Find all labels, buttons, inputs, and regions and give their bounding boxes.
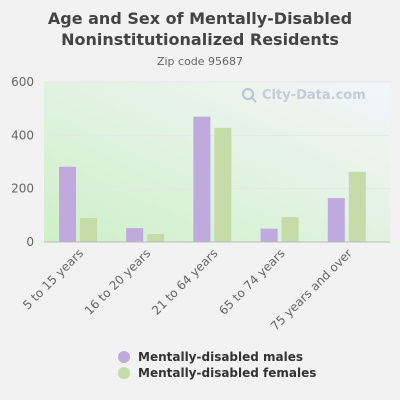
chart-title: Age and Sex of Mentally-Disabled Noninst…	[0, 8, 400, 50]
chart-subtitle: Zip code 95687	[156, 55, 244, 68]
legend-swatch-males	[118, 351, 130, 363]
bar-males	[193, 116, 211, 242]
bar-males	[59, 166, 76, 242]
bars	[59, 116, 366, 242]
bar-males	[126, 228, 144, 242]
legend-swatch-females	[118, 367, 130, 379]
bar-females	[80, 218, 97, 242]
legend-label-females: Mentally-disabled females	[138, 366, 317, 380]
y-tick-label: 0	[26, 235, 34, 249]
bar-females	[281, 217, 299, 242]
y-tick-label: 200	[11, 182, 34, 196]
y-tick-label: 400	[11, 128, 34, 142]
y-tick-label: 600	[11, 75, 34, 89]
bar-females	[214, 127, 232, 242]
chart-title-line-1: Age and Sex of Mentally-Disabled	[47, 9, 353, 28]
bar-males	[327, 198, 345, 242]
x-tick-label: 65 to 74 years	[216, 246, 287, 317]
x-tick-label: 16 to 20 years	[82, 246, 153, 317]
x-tick-label: 5 to 15 years	[20, 246, 86, 312]
x-tick-label: 21 to 64 years	[149, 246, 220, 317]
legend-item-males: Mentally-disabled males	[118, 350, 303, 364]
y-axis-ticks: 0 200 400 600	[11, 75, 34, 249]
magnifier-icon	[242, 88, 257, 103]
bar-females	[348, 171, 366, 242]
bar-females	[147, 234, 165, 242]
legend-label-males: Mentally-disabled males	[138, 350, 304, 364]
watermark-text: City-Data.com	[262, 88, 366, 103]
legend-item-females: Mentally-disabled females	[118, 366, 316, 380]
watermark: City-Data.com	[242, 88, 366, 103]
chart-title-line-2: Noninstitutionalized Residents	[61, 30, 339, 49]
bar-males	[260, 228, 278, 242]
